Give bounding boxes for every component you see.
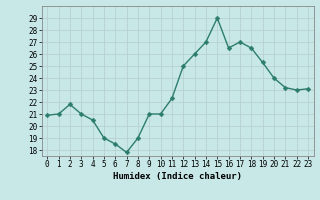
X-axis label: Humidex (Indice chaleur): Humidex (Indice chaleur)	[113, 172, 242, 181]
